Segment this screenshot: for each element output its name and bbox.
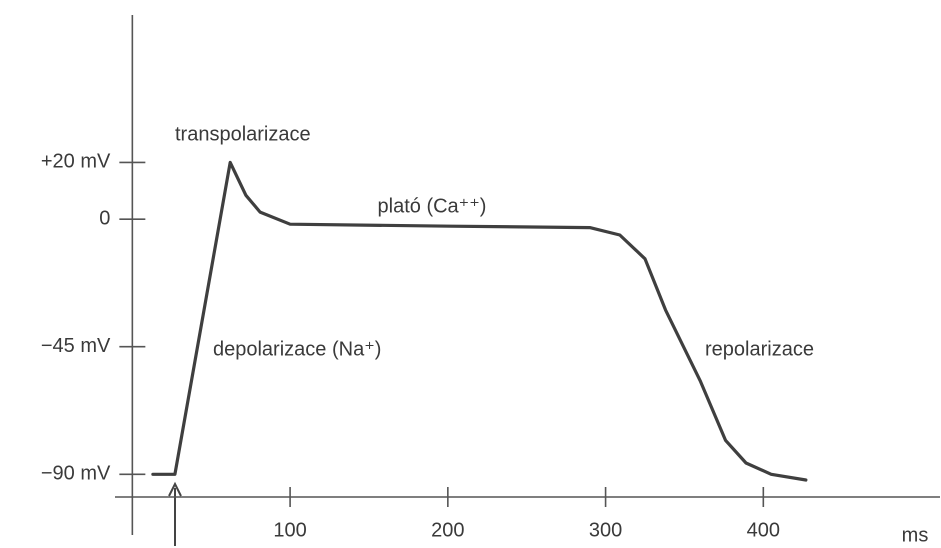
y-tick-label: +20 mV — [41, 151, 111, 173]
stimulus-arrow — [168, 481, 182, 546]
line-series — [151, 160, 808, 482]
y-tick-label: −90 mV — [41, 463, 111, 485]
x-tick-label: 300 — [589, 519, 622, 541]
annotation: depolarizace (Na⁺) — [213, 338, 381, 360]
x-axis-label: ms — [902, 524, 929, 546]
y-tick-label: 0 — [99, 207, 110, 229]
x-tick-label: 200 — [431, 519, 464, 541]
annotation: plató (Ca⁺⁺) — [378, 195, 487, 217]
y-tick-label: −45 mV — [41, 335, 111, 357]
x-tick-label: 100 — [273, 519, 306, 541]
x-tick-label: 400 — [747, 519, 780, 541]
annotation: transpolarizace — [175, 123, 311, 145]
annotation: repolarizace — [705, 338, 814, 360]
